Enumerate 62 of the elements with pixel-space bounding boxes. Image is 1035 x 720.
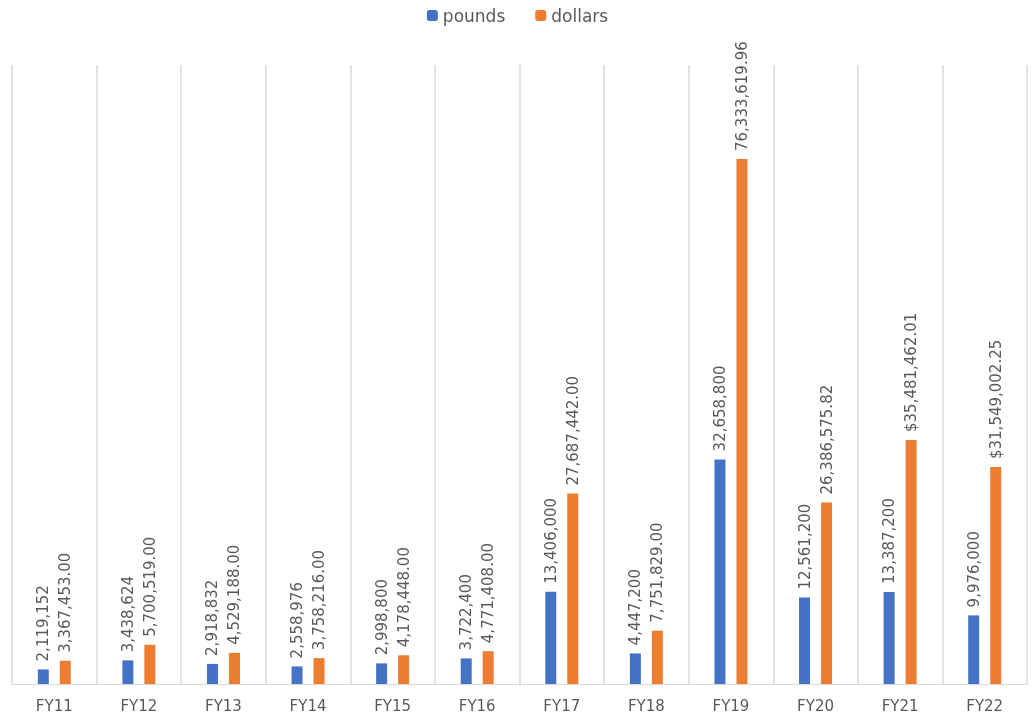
bar [460,658,472,684]
data-label: 9,976,000 [964,531,983,608]
data-label: $31,549,002.25 [986,339,1005,460]
data-label: 32,658,800 [710,365,729,452]
bar [376,663,388,684]
bar [651,630,663,684]
bar [629,653,641,684]
data-label: 26,386,575.82 [817,384,836,495]
bar [799,597,811,684]
x-tick-label: FY16 [458,696,496,715]
bar [968,615,980,684]
bar [567,493,579,684]
legend-label: dollars [551,5,609,26]
bar [206,663,218,684]
data-label: 5,700,519.00 [140,536,159,637]
data-label: 2,998,800 [372,579,391,656]
bar [545,591,557,684]
bar [883,591,895,684]
x-tick-label: FY15 [374,696,412,715]
bar [291,666,303,684]
bar [990,467,1002,684]
data-label: 4,447,200 [626,569,645,646]
x-tick-label: FY21 [881,696,919,715]
data-label: 2,558,976 [288,582,307,659]
data-label: 76,333,619.96 [732,41,751,151]
data-label: 3,758,216.00 [310,549,329,651]
x-tick-label: FY11 [35,696,73,715]
data-label: 12,561,200 [795,503,814,590]
x-tick-label: FY12 [120,696,158,715]
bar [398,655,410,684]
data-label: 4,178,448.00 [394,547,413,648]
bar [313,658,325,684]
x-tick-label: FY19 [712,696,750,715]
x-tick-label: FY17 [543,696,581,715]
bar [144,644,156,684]
bar [905,439,917,684]
bar [482,651,494,684]
data-label: 4,529,188.00 [225,544,244,645]
data-label: $35,481,462.01 [902,312,921,432]
bar [59,660,71,684]
bar [736,158,748,684]
data-label: 13,387,200 [880,498,899,584]
x-tick-label: FY22 [966,696,1004,715]
data-label: 13,406,000 [541,497,560,584]
bar [821,502,833,684]
data-label: 3,367,453.00 [56,552,75,653]
x-tick-label: FY20 [797,696,834,715]
x-tick-label: FY14 [289,696,327,715]
legend-label: pounds [442,5,506,26]
data-label: 2,918,832 [203,579,222,656]
data-label: 3,722,400 [457,574,476,651]
data-label: 27,687,442.00 [563,375,582,486]
bar [228,652,240,684]
bar [37,669,49,684]
x-tick-label: FY13 [205,696,242,715]
data-label: 4,771,408.00 [479,542,498,644]
bar [714,459,726,684]
bar [122,660,134,684]
data-label: 2,119,152 [34,585,53,662]
x-tick-label: FY18 [627,696,665,715]
data-label: 3,438,624 [118,576,137,653]
data-label: 7,751,829.00 [648,522,667,623]
